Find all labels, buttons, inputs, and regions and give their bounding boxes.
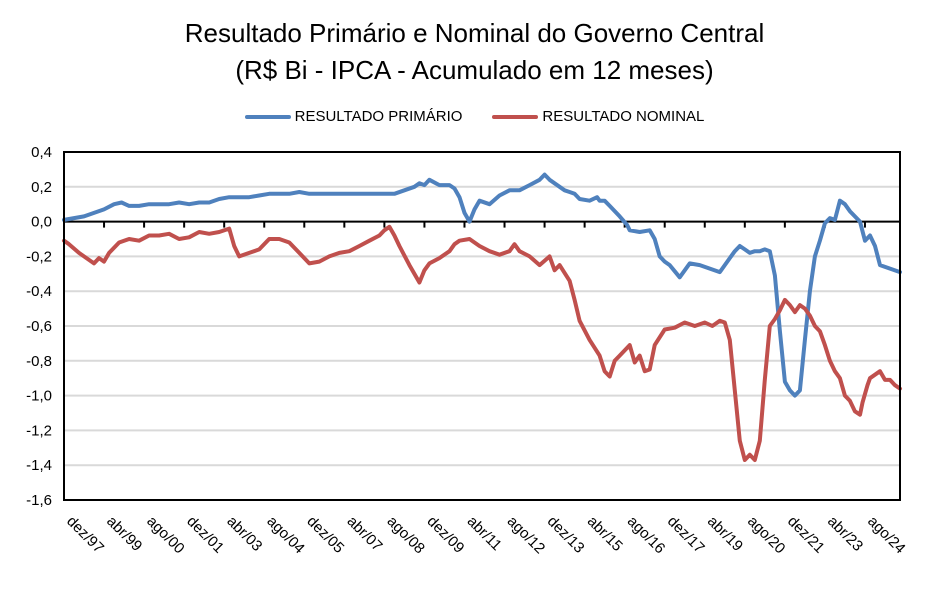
x-tick-label: abr/07 [344, 513, 386, 555]
x-tick-label: ago/00 [143, 513, 187, 557]
x-tick-label: abr/03 [223, 513, 265, 555]
y-tick-label: -0,8 [26, 353, 52, 370]
chart-subtitle: (R$ Bi - IPCA - Acumulado em 12 meses) [235, 55, 714, 85]
y-tick-label: -1,0 [26, 388, 52, 405]
y-tick-label: -1,6 [26, 492, 52, 509]
x-tick-label: ago/04 [263, 513, 307, 557]
legend-label-primario: RESULTADO PRIMÁRIO [294, 108, 463, 125]
x-tick-label: ago/08 [384, 513, 428, 557]
x-tick-label: dez/13 [544, 513, 588, 557]
chart-title: Resultado Primário e Nominal do Governo … [184, 18, 765, 48]
y-tick-label: 0,4 [31, 144, 52, 161]
x-tick-label: ago/24 [864, 513, 908, 557]
legend-swatch-primario [244, 114, 291, 119]
x-tick-label: dez/05 [303, 513, 347, 557]
legend: RESULTADO PRIMÁRIO RESULTADO NOMINAL [0, 108, 949, 125]
plot-frame [63, 151, 901, 501]
x-tick-label: abr/11 [464, 513, 505, 554]
y-tick-label: -1,4 [26, 457, 52, 474]
series-line-resultado-primario [62, 172, 902, 398]
y-tick-label: 0,2 [31, 179, 52, 196]
y-tick-label: 0,0 [31, 214, 52, 231]
x-tick-label: ago/20 [744, 513, 788, 557]
x-tick-label: dez/01 [183, 513, 227, 557]
x-tick-label: dez/21 [784, 513, 828, 557]
x-tick-label: dez/09 [424, 513, 468, 557]
x-tick-label: dez/17 [664, 513, 708, 557]
series-lines [62, 172, 902, 462]
legend-label-nominal: RESULTADO NOMINAL [542, 108, 705, 125]
x-tick-label: abr/23 [824, 513, 866, 555]
gridlines [64, 185, 900, 467]
y-tick-label: -0,4 [26, 283, 52, 300]
x-tick-label: dez/97 [63, 513, 107, 557]
x-tick-label: abr/99 [103, 513, 145, 555]
x-tick-label: ago/12 [504, 513, 548, 557]
series-line-resultado-nominal [62, 224, 902, 462]
y-tick-label: -1,2 [26, 422, 52, 439]
y-tick-label: -0,2 [26, 248, 52, 265]
x-axis: dez/97abr/99ago/00dez/01abr/03ago/04dez/… [63, 220, 909, 557]
x-tick-label: ago/16 [624, 513, 668, 557]
y-axis: 0,4 0,2 0,0 -0,2 -0,4 -0,6 -0,8 -1,0 -1,2 -1,4 -1,… [26, 144, 52, 509]
legend-swatch-nominal [492, 114, 539, 119]
x-tick-label: abr/19 [704, 513, 746, 555]
y-tick-label: -0,6 [26, 318, 52, 335]
x-tick-label: abr/15 [584, 513, 626, 555]
legend-item-primario: RESULTADO PRIMÁRIO [244, 108, 463, 125]
legend-item-nominal: RESULTADO NOMINAL [492, 108, 704, 125]
